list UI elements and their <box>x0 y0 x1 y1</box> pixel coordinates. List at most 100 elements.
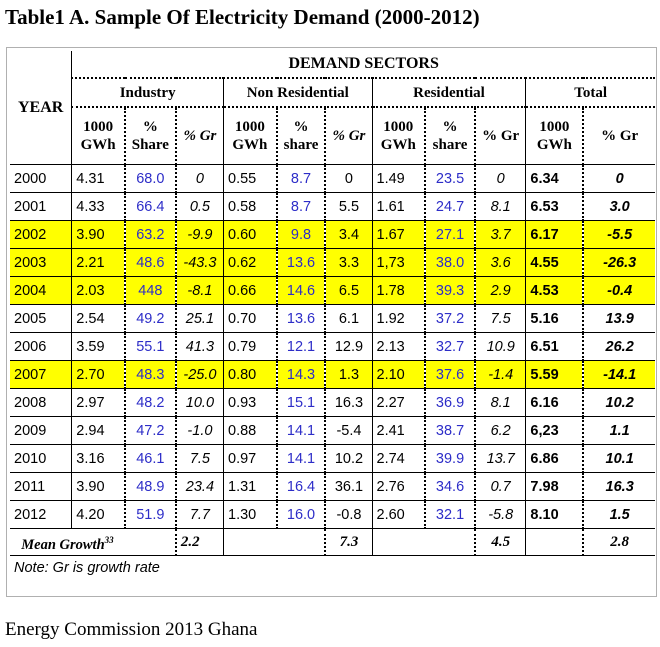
nonres-gwh-cell: 0.62 <box>223 248 278 277</box>
industry-share-cell: 48.2 <box>124 388 177 417</box>
mean-growth-total: 2.8 <box>583 528 655 556</box>
table-row: 2005 2.54 49.2 25.1 0.70 13.6 6.1 1.92 37.2 7.5 5.… <box>10 304 655 333</box>
industry-gwh-cell: 3.16 <box>71 444 126 473</box>
res-gr-cell: 6.2 <box>474 416 527 445</box>
industry-share-cell: 68.0 <box>124 164 177 193</box>
nonres-share-cell: 8.7 <box>276 164 327 193</box>
total-gr-cell: -26.3 <box>583 248 655 277</box>
nonres-gr-cell: 10.2 <box>325 444 373 473</box>
electricity-demand-table: YEAR DEMAND SECTORS Industry Non Residen… <box>10 51 655 580</box>
year-cell: 2009 <box>10 416 73 445</box>
nonres-gwh-cell: 0.93 <box>223 388 278 417</box>
nonres-share-cell: 15.1 <box>276 388 327 417</box>
industry-gr-cell: 0.5 <box>175 192 225 221</box>
total-gr-cell: 1.5 <box>583 500 655 529</box>
nonres-share-cell: 9.8 <box>276 220 327 249</box>
nonres-gr-cell: 16.3 <box>325 388 373 417</box>
mean-growth-row: Mean Growth33 2.2 7.3 4.5 2.8 <box>10 528 655 556</box>
industry-gr-cell: -9.9 <box>175 220 225 249</box>
nonres-share-header: % share <box>276 107 327 165</box>
industry-share-cell: 49.2 <box>124 304 177 333</box>
total-gwh-cell: 6.34 <box>525 164 585 193</box>
res-share-cell: 36.9 <box>425 388 476 417</box>
total-gr-cell: -5.5 <box>583 220 655 249</box>
res-gr-cell: 0 <box>474 164 527 193</box>
nonres-gwh-cell: 0.55 <box>223 164 278 193</box>
res-gr-cell: 13.7 <box>474 444 527 473</box>
res-gwh-cell: 2.13 <box>372 332 427 361</box>
res-gr-cell: 0.7 <box>474 472 527 501</box>
total-gwh-cell: 8.10 <box>525 500 585 529</box>
nonres-gr-cell: 5.5 <box>325 192 373 221</box>
nonres-gwh-cell: 0.66 <box>223 276 278 305</box>
header-row-columns: 1000 GWh % Share % Gr 1000 GWh % share % Gr … <box>10 107 655 165</box>
res-share-cell: 24.7 <box>425 192 476 221</box>
industry-gwh-cell: 3.90 <box>71 220 126 249</box>
industry-gr-header: % Gr <box>175 107 225 165</box>
nonres-share-cell: 16.4 <box>276 472 327 501</box>
res-gr-cell: 10.9 <box>474 332 527 361</box>
nonres-gwh-cell: 1.31 <box>223 472 278 501</box>
res-gr-header: % Gr <box>474 107 527 165</box>
industry-gr-cell: 7.5 <box>175 444 225 473</box>
table-row: 2012 4.20 51.9 7.7 1.30 16.0 -0.8 2.60 32.1 -5.8 8… <box>10 500 655 529</box>
total-gwh-cell: 4.55 <box>525 248 585 277</box>
res-gr-cell: 2.9 <box>474 276 527 305</box>
total-gr-header: % Gr <box>583 107 655 165</box>
year-cell: 2011 <box>10 472 73 501</box>
industry-gwh-cell: 3.59 <box>71 332 126 361</box>
total-gwh-cell: 6.86 <box>525 444 585 473</box>
nonres-gr-cell: 1.3 <box>325 360 373 389</box>
industry-share-cell: 51.9 <box>124 500 177 529</box>
total-gr-cell: -14.1 <box>583 360 655 389</box>
res-gr-cell: -1.4 <box>474 360 527 389</box>
total-gwh-cell: 6.17 <box>525 220 585 249</box>
industry-gr-cell: -25.0 <box>175 360 225 389</box>
industry-share-cell: 66.4 <box>124 192 177 221</box>
res-gwh-cell: 1.78 <box>372 276 427 305</box>
res-gwh-header: 1000 GWh <box>372 107 427 165</box>
nonres-share-cell: 13.6 <box>276 304 327 333</box>
non-residential-header: Non Residential <box>223 78 373 108</box>
res-share-cell: 23.5 <box>425 164 476 193</box>
total-gwh-cell: 6.53 <box>525 192 585 221</box>
nonres-share-cell: 16.0 <box>276 500 327 529</box>
res-gwh-cell: 2.27 <box>372 388 427 417</box>
industry-share-cell: 55.1 <box>124 332 177 361</box>
industry-gr-cell: 0 <box>175 164 225 193</box>
mean-growth-res: 4.5 <box>474 528 527 556</box>
industry-share-header: % Share <box>124 107 177 165</box>
nonres-gr-cell: 6.5 <box>325 276 373 305</box>
year-cell: 2012 <box>10 500 73 529</box>
year-cell: 2010 <box>10 444 73 473</box>
res-gr-cell: 8.1 <box>474 192 527 221</box>
nonres-share-cell: 13.6 <box>276 248 327 277</box>
nonres-share-cell: 14.1 <box>276 416 327 445</box>
nonres-gwh-cell: 1.30 <box>223 500 278 529</box>
year-header: YEAR <box>10 51 73 165</box>
res-gwh-cell: 1.61 <box>372 192 427 221</box>
industry-share-cell: 46.1 <box>124 444 177 473</box>
res-gwh-cell: 2.41 <box>372 416 427 445</box>
nonres-gr-cell: 3.3 <box>325 248 373 277</box>
nonres-gr-cell: 3.4 <box>325 220 373 249</box>
industry-share-cell: 448 <box>124 276 177 305</box>
industry-share-cell: 63.2 <box>124 220 177 249</box>
nonres-gwh-header: 1000 GWh <box>223 107 278 165</box>
res-gwh-cell: 2.74 <box>372 444 427 473</box>
total-gwh-cell: 5.16 <box>525 304 585 333</box>
industry-gr-cell: 7.7 <box>175 500 225 529</box>
residential-header: Residential <box>372 78 527 108</box>
total-gr-cell: 13.9 <box>583 304 655 333</box>
res-share-cell: 38.0 <box>425 248 476 277</box>
nonres-gr-cell: 36.1 <box>325 472 373 501</box>
industry-gwh-header: 1000 GWh <box>71 107 126 165</box>
industry-share-cell: 48.3 <box>124 360 177 389</box>
year-cell: 2002 <box>10 220 73 249</box>
total-gwh-cell: 6.16 <box>525 388 585 417</box>
res-gwh-cell: 1.49 <box>372 164 427 193</box>
year-cell: 2006 <box>10 332 73 361</box>
table-row: 2007 2.70 48.3 -25.0 0.80 14.3 1.3 2.10 37.6 -1.4… <box>10 360 655 389</box>
nonres-gr-cell: 6.1 <box>325 304 373 333</box>
industry-gwh-cell: 2.97 <box>71 388 126 417</box>
